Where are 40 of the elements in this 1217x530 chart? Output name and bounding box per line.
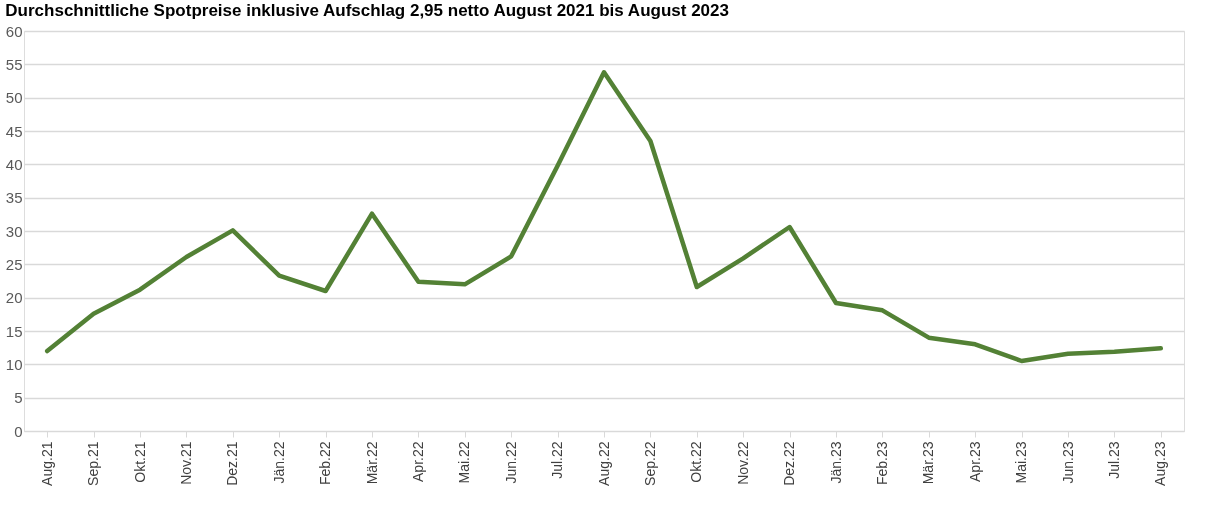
x-tick-label: Jul.22 xyxy=(549,441,566,479)
x-tick-label: Feb.23 xyxy=(873,441,890,486)
y-tick-label: 0 xyxy=(14,422,23,440)
x-tick-label: Aug.23 xyxy=(1152,441,1169,486)
y-tick-label: 25 xyxy=(5,255,23,273)
x-tick-label: Jän.23 xyxy=(827,441,844,484)
y-tick-label: 45 xyxy=(5,122,23,140)
line-series xyxy=(44,70,1164,364)
x-tick-label: Jän.22 xyxy=(270,441,287,484)
x-tick-label: Mär.22 xyxy=(363,441,380,485)
x-tick-label: Nov.21 xyxy=(177,441,194,485)
x-tick-label: Mai.23 xyxy=(1013,441,1030,484)
y-tick-label: 55 xyxy=(5,55,23,73)
y-tick-label: 60 xyxy=(5,22,23,40)
x-tick-label: Jul.23 xyxy=(1105,441,1122,479)
y-tick-label: 30 xyxy=(5,222,23,240)
y-tick-label: 15 xyxy=(5,322,23,340)
x-tick-label: Apr.23 xyxy=(966,441,983,482)
x-tick-label: Dez.22 xyxy=(781,441,798,486)
x-tick-label: Aug.21 xyxy=(38,441,55,486)
x-tick-label: Sep.22 xyxy=(641,441,658,486)
x-tick-label: Okt.22 xyxy=(688,441,705,483)
x-tick-label: Mai.22 xyxy=(456,441,473,484)
y-tick-label: 20 xyxy=(5,289,23,307)
y-tick-label: 5 xyxy=(14,389,23,407)
y-tick-label: 10 xyxy=(5,355,23,373)
x-tick-label: Sep.21 xyxy=(85,441,102,486)
x-tick-label: Mär.23 xyxy=(920,441,937,485)
x-tick-label: Jun.22 xyxy=(502,441,519,484)
x-tick-label: Okt.21 xyxy=(131,441,148,483)
x-tick-label: Dez.21 xyxy=(224,441,241,486)
x-tick-label: Jun.23 xyxy=(1059,441,1076,484)
x-tick-label: Nov.22 xyxy=(734,441,751,485)
y-tick-label: 35 xyxy=(5,189,23,207)
x-tick-label: Feb.22 xyxy=(317,441,334,486)
y-tick-label: 40 xyxy=(5,155,23,173)
chart-title: Durchschnittliche Spotpreise inklusive Aufschlag 2,95 netto August 2021 bis August 2023 xyxy=(5,1,729,20)
x-tick-label: Aug.22 xyxy=(595,441,612,486)
y-tick-label: 50 xyxy=(5,89,23,107)
x-tick-label: Apr.22 xyxy=(409,441,426,482)
